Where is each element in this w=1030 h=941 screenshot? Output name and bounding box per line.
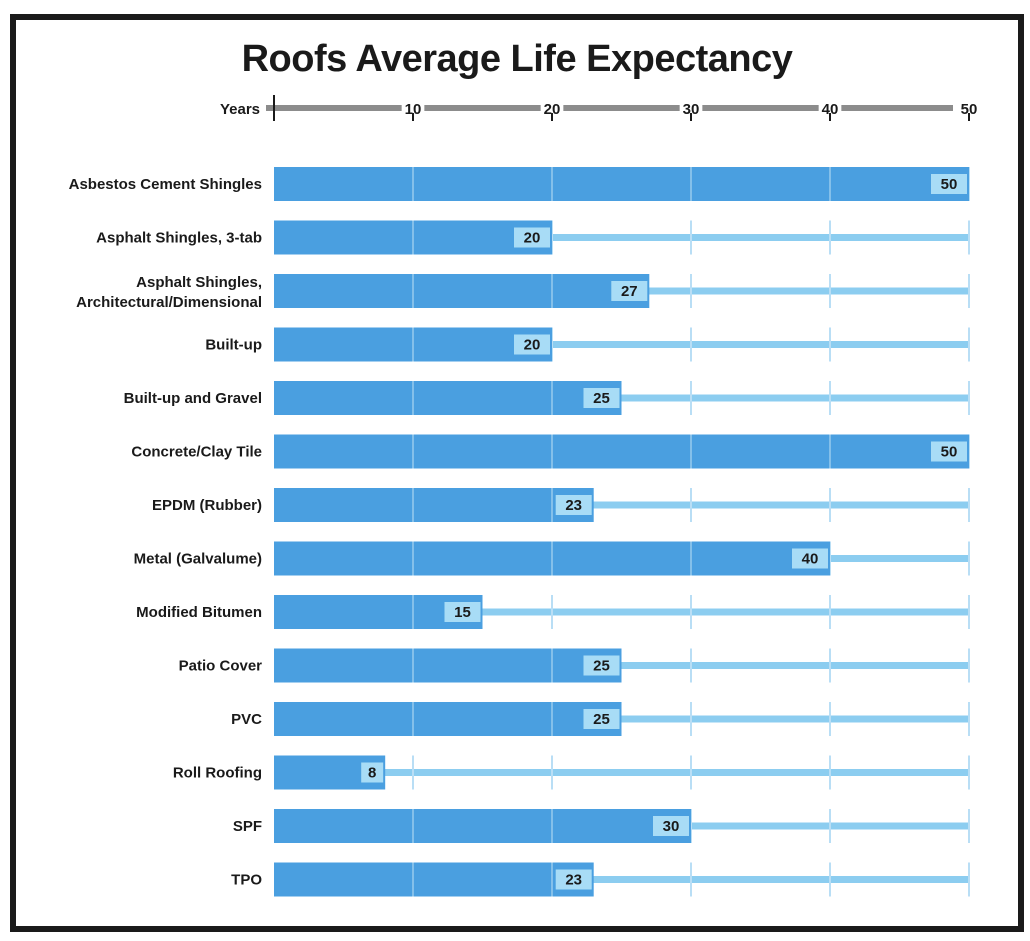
category-label: TPO bbox=[231, 872, 262, 889]
category-label-line: Asphalt Shingles, bbox=[136, 274, 262, 291]
tick-label-bg bbox=[401, 103, 425, 113]
category-label: Patio Cover bbox=[179, 658, 263, 675]
data-label: 23 bbox=[565, 872, 582, 889]
data-label-box bbox=[931, 174, 967, 194]
data-label-box bbox=[444, 602, 481, 622]
category-label: Built-up bbox=[205, 337, 262, 354]
tick-label: 10 bbox=[405, 101, 422, 118]
data-label-box bbox=[611, 281, 648, 301]
chart-title: Roofs Average Life Expectancy bbox=[241, 38, 793, 80]
bar bbox=[274, 381, 622, 415]
bar-track bbox=[274, 501, 969, 509]
bar-track bbox=[274, 341, 969, 348]
bar-row: Built-up 20 bbox=[205, 327, 970, 362]
category-label: Asbestos Cement Shingles bbox=[69, 176, 262, 193]
category-label: Asphalt Shingles, Architectural/Dimension… bbox=[76, 274, 262, 311]
category-label: Roll Roofing bbox=[173, 765, 262, 782]
data-label: 20 bbox=[524, 337, 541, 354]
data-label-box bbox=[514, 334, 550, 355]
category-label: SPF bbox=[233, 818, 262, 835]
data-label: 30 bbox=[663, 818, 680, 835]
data-label: 27 bbox=[621, 283, 638, 300]
bar-row: Roll Roofing 8 bbox=[173, 755, 970, 790]
tick-label: 40 bbox=[822, 101, 839, 118]
category-label: PVC bbox=[231, 711, 262, 728]
x-axis: Years 10 20 30 40 50 bbox=[220, 95, 981, 121]
data-label: 23 bbox=[565, 497, 582, 514]
bar bbox=[274, 167, 969, 201]
category-label: Built-up and Gravel bbox=[124, 390, 262, 407]
tick-label-bg bbox=[679, 103, 703, 113]
bar-row: SPF 30 bbox=[233, 809, 970, 843]
bar-track bbox=[274, 769, 969, 776]
bar-row: Asphalt Shingles, Architectural/Dimension… bbox=[76, 274, 970, 311]
bar bbox=[274, 862, 594, 897]
bar-track bbox=[274, 234, 969, 241]
bar-track bbox=[274, 876, 969, 883]
bar-row: EPDM (Rubber) 23 bbox=[152, 488, 970, 522]
data-label-box bbox=[653, 816, 689, 836]
bar-track bbox=[274, 608, 969, 616]
data-label-box bbox=[931, 441, 967, 462]
category-label: Asphalt Shingles, 3-tab bbox=[96, 230, 262, 247]
bar-rows: Asbestos Cement Shingles 50 Asphalt Shingl… bbox=[69, 167, 970, 897]
bar bbox=[274, 434, 969, 469]
data-label-box bbox=[792, 548, 828, 569]
data-label: 25 bbox=[593, 390, 610, 407]
category-label-line: Architectural/Dimensional bbox=[76, 294, 262, 311]
tick-label: 50 bbox=[961, 101, 978, 118]
bar bbox=[274, 809, 691, 843]
tick-label-bg bbox=[818, 103, 842, 113]
bar-row: Asphalt Shingles, 3-tab 20 bbox=[96, 220, 970, 255]
bar-row: TPO 23 bbox=[231, 862, 970, 897]
category-label: Concrete/Clay Tile bbox=[131, 444, 262, 461]
tick-label-bg bbox=[957, 103, 981, 113]
tick-label: 20 bbox=[544, 101, 561, 118]
bar-row: PVC 25 bbox=[231, 702, 970, 736]
data-label-box bbox=[361, 762, 384, 783]
bar-row: Built-up and Gravel 25 bbox=[124, 381, 970, 415]
tick-label: 30 bbox=[683, 101, 700, 118]
chart-frame: Roofs Average Life Expectancy Years 10 20 3… bbox=[10, 14, 1024, 932]
data-label: 20 bbox=[524, 230, 541, 247]
category-label: Metal (Galvalume) bbox=[134, 551, 262, 568]
data-label-box bbox=[583, 709, 620, 729]
category-label: EPDM (Rubber) bbox=[152, 497, 262, 514]
data-label-box bbox=[555, 495, 592, 515]
bar-row: Metal (Galvalume) 40 bbox=[134, 541, 970, 576]
data-label: 50 bbox=[941, 176, 958, 193]
data-label: 50 bbox=[941, 444, 958, 461]
data-label: 25 bbox=[593, 711, 610, 728]
bar-row: Concrete/Clay Tile 50 bbox=[131, 434, 970, 469]
data-label: 40 bbox=[802, 551, 819, 568]
chart-area: Years 10 20 30 40 50 Asbestos Cement Shingles… bbox=[69, 95, 981, 897]
bar-row: Asbestos Cement Shingles 50 bbox=[69, 167, 970, 201]
category-label: Modified Bitumen bbox=[136, 604, 262, 621]
bar-row: Modified Bitumen 15 bbox=[136, 595, 970, 629]
data-label: 25 bbox=[593, 658, 610, 675]
bar bbox=[274, 702, 622, 736]
data-label-box bbox=[583, 388, 620, 408]
bar bbox=[274, 488, 594, 522]
tick-label-bg bbox=[540, 103, 564, 113]
bar-row: Patio Cover 25 bbox=[179, 648, 970, 683]
data-label: 15 bbox=[454, 604, 471, 621]
bar bbox=[274, 274, 650, 308]
data-label-box bbox=[583, 655, 620, 676]
data-label-box bbox=[555, 869, 592, 890]
bar bbox=[274, 648, 622, 683]
data-label-box bbox=[514, 227, 550, 248]
axis-label: Years bbox=[220, 101, 260, 118]
data-label: 8 bbox=[368, 765, 376, 782]
